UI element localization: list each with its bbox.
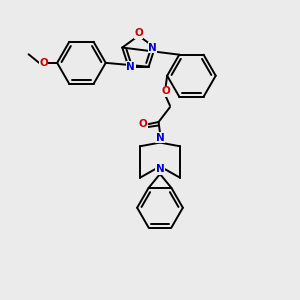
Text: O: O [39,58,48,68]
Text: N: N [148,43,157,52]
Text: O: O [139,119,147,129]
Text: O: O [161,86,170,96]
Text: N: N [156,164,164,174]
Text: O: O [134,28,143,38]
Text: N: N [126,62,135,72]
Text: N: N [156,133,164,143]
